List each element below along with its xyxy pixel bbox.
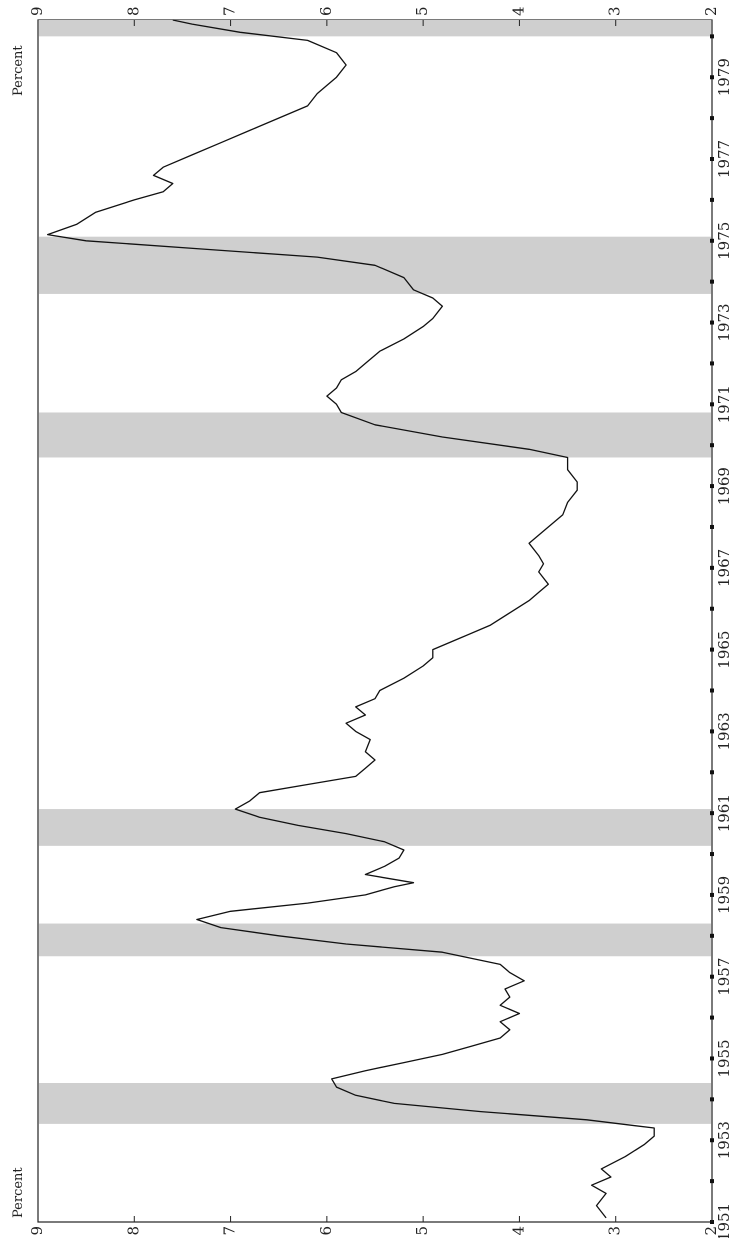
y-axis-right: 2 3 4 5 6 7 8 9 bbox=[28, 6, 720, 26]
y-tick-label-left: 2 bbox=[702, 1226, 720, 1236]
x-tick-label: 1953 bbox=[715, 1121, 733, 1159]
x-tick-label: 1975 bbox=[715, 222, 733, 260]
x-tick-label: 1979 bbox=[715, 58, 733, 96]
x-tick-mark bbox=[710, 1179, 714, 1184]
x-tick-label: 1967 bbox=[715, 549, 733, 587]
recession-bands bbox=[38, 20, 712, 1124]
x-tick-mark bbox=[710, 933, 714, 938]
x-tick-label: 1969 bbox=[715, 467, 733, 505]
plot-frame bbox=[37, 19, 713, 1223]
y-axis-label-right: Percent bbox=[11, 45, 26, 96]
x-tick-label: 1965 bbox=[715, 631, 733, 669]
x-tick-label: 1963 bbox=[715, 712, 733, 750]
plot-area: 1951 1953 1955 1957 1959 1961 1963 1965 1967 1969… bbox=[28, 6, 733, 1238]
y-tick-label-right: 2 bbox=[702, 6, 720, 16]
x-tick-mark bbox=[710, 1015, 714, 1020]
x-tick-mark bbox=[710, 402, 714, 407]
x-tick-mark bbox=[710, 238, 714, 243]
x-tick-mark bbox=[710, 157, 714, 162]
series-line-0 bbox=[46, 19, 655, 1219]
x-tick-mark bbox=[710, 484, 714, 489]
x-tick-mark bbox=[710, 361, 714, 366]
y-tick-label-left: 8 bbox=[124, 1226, 142, 1236]
x-tick-label: 1973 bbox=[715, 303, 733, 341]
y-tick-label-right: 9 bbox=[28, 6, 46, 16]
x-tick-mark bbox=[710, 729, 714, 734]
x-tick-label: 1955 bbox=[715, 1039, 733, 1077]
x-tick-label: 1959 bbox=[715, 876, 733, 914]
y-tick-label-left: 7 bbox=[221, 1226, 239, 1236]
recession-band-5 bbox=[38, 20, 712, 37]
x-tick-mark bbox=[710, 279, 714, 284]
y-tick-label-left: 9 bbox=[28, 1226, 46, 1236]
x-tick-mark bbox=[710, 1138, 714, 1143]
x-tick-mark bbox=[710, 688, 714, 693]
x-tick-label: 1971 bbox=[715, 385, 733, 423]
y-tick-label-right: 4 bbox=[509, 6, 527, 16]
x-tick-mark bbox=[710, 75, 714, 80]
y-tick-label-left: 5 bbox=[413, 1226, 431, 1236]
series-layer bbox=[46, 19, 655, 1219]
x-tick-mark bbox=[710, 1097, 714, 1102]
x-tick-mark bbox=[710, 811, 714, 816]
x-tick-label: 1977 bbox=[715, 140, 733, 178]
x-tick-mark bbox=[710, 34, 714, 39]
y-tick-label-right: 8 bbox=[124, 6, 142, 16]
recession-band-0 bbox=[38, 1082, 712, 1124]
x-tick-label: 1951 bbox=[715, 1203, 733, 1238]
x-tick-mark bbox=[710, 565, 714, 570]
x-axis: 1951 1953 1955 1957 1959 1961 1963 1965 1967 1969… bbox=[710, 34, 733, 1238]
x-tick-mark bbox=[710, 852, 714, 857]
x-tick-mark bbox=[710, 770, 714, 775]
x-tick-mark bbox=[710, 197, 714, 202]
x-tick-label: 1957 bbox=[715, 958, 733, 996]
y-axis-label-left: Percent bbox=[11, 1167, 26, 1218]
x-tick-mark bbox=[710, 524, 714, 529]
y-tick-label-left: 3 bbox=[606, 1226, 624, 1236]
x-tick-mark bbox=[710, 116, 714, 121]
x-tick-mark bbox=[710, 320, 714, 325]
y-tick-label-right: 7 bbox=[221, 6, 239, 16]
recession-band-1 bbox=[38, 923, 712, 957]
x-tick-mark bbox=[710, 443, 714, 448]
x-tick-mark bbox=[710, 1056, 714, 1061]
y-axis-left: 2 3 4 5 6 7 8 9 bbox=[28, 1216, 720, 1236]
y-tick-label-right: 3 bbox=[606, 6, 624, 16]
x-tick-label: 1961 bbox=[715, 794, 733, 832]
x-tick-mark bbox=[710, 647, 714, 652]
x-tick-mark bbox=[710, 974, 714, 979]
y-tick-label-right: 6 bbox=[317, 6, 335, 16]
x-tick-mark bbox=[710, 606, 714, 611]
y-tick-label-left: 4 bbox=[509, 1226, 527, 1236]
y-tick-label-right: 5 bbox=[413, 6, 431, 16]
y-tick-label-left: 6 bbox=[317, 1226, 335, 1236]
recession-band-3 bbox=[38, 412, 712, 458]
x-tick-mark bbox=[710, 892, 714, 897]
